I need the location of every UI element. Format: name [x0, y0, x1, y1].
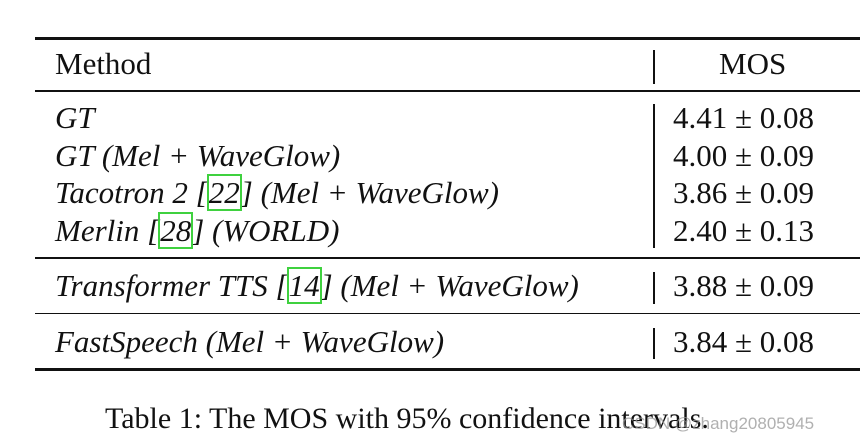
- table-rule: [35, 90, 860, 92]
- method-cell: GT (Mel + WaveGlow): [55, 138, 340, 174]
- mos-cell: 3.88 ± 0.09: [673, 268, 815, 303]
- method-cell: Transformer TTS [14] (Mel + WaveGlow): [55, 267, 579, 304]
- citation-link: 14: [286, 267, 322, 304]
- citation-link: 22: [206, 174, 242, 211]
- mos-cell: 4.41 ± 0.08: [673, 100, 815, 135]
- method-text: ] (Mel + WaveGlow): [240, 175, 499, 210]
- method-cell: FastSpeech (Mel + WaveGlow): [55, 324, 444, 360]
- mos-cell: 3.84 ± 0.08: [673, 323, 815, 359]
- column-separator: [653, 104, 655, 248]
- table-caption: Table 1: The MOS with 95% confidence int…: [105, 402, 709, 435]
- column-separator: [653, 327, 655, 359]
- column-separator: [653, 50, 655, 84]
- column-separator: [653, 272, 655, 304]
- method-cell: GT: [55, 100, 95, 136]
- table-rule: [35, 312, 860, 314]
- method-cell: Tacotron 2 [22] (Mel + WaveGlow): [55, 174, 499, 211]
- table-rule: [35, 37, 860, 40]
- mos-cell: 4.00 ± 0.09: [673, 137, 815, 173]
- method-text: ] (WORLD): [192, 212, 340, 248]
- method-text: Transformer TTS [: [55, 268, 288, 303]
- header-cell: MOS: [719, 46, 787, 81]
- method-text: Merlin [: [55, 212, 160, 248]
- method-text: GT (Mel + WaveGlow): [55, 137, 341, 173]
- citation-link: 28: [158, 211, 194, 249]
- method-cell: Merlin [28] (WORLD): [55, 211, 340, 249]
- table-rule: [35, 257, 860, 259]
- method-text: GT: [55, 100, 95, 135]
- method-text: ] (Mel + WaveGlow): [320, 268, 579, 303]
- header-cell: Method: [55, 46, 152, 81]
- table-rule: [35, 368, 860, 371]
- watermark: CSDN @zhang20805945: [622, 414, 815, 433]
- method-text: FastSpeech (Mel + WaveGlow): [55, 323, 445, 359]
- mos-cell: 2.40 ± 0.13: [673, 212, 815, 248]
- method-text: Tacotron 2 [: [55, 175, 208, 210]
- mos-cell: 3.86 ± 0.09: [673, 175, 815, 210]
